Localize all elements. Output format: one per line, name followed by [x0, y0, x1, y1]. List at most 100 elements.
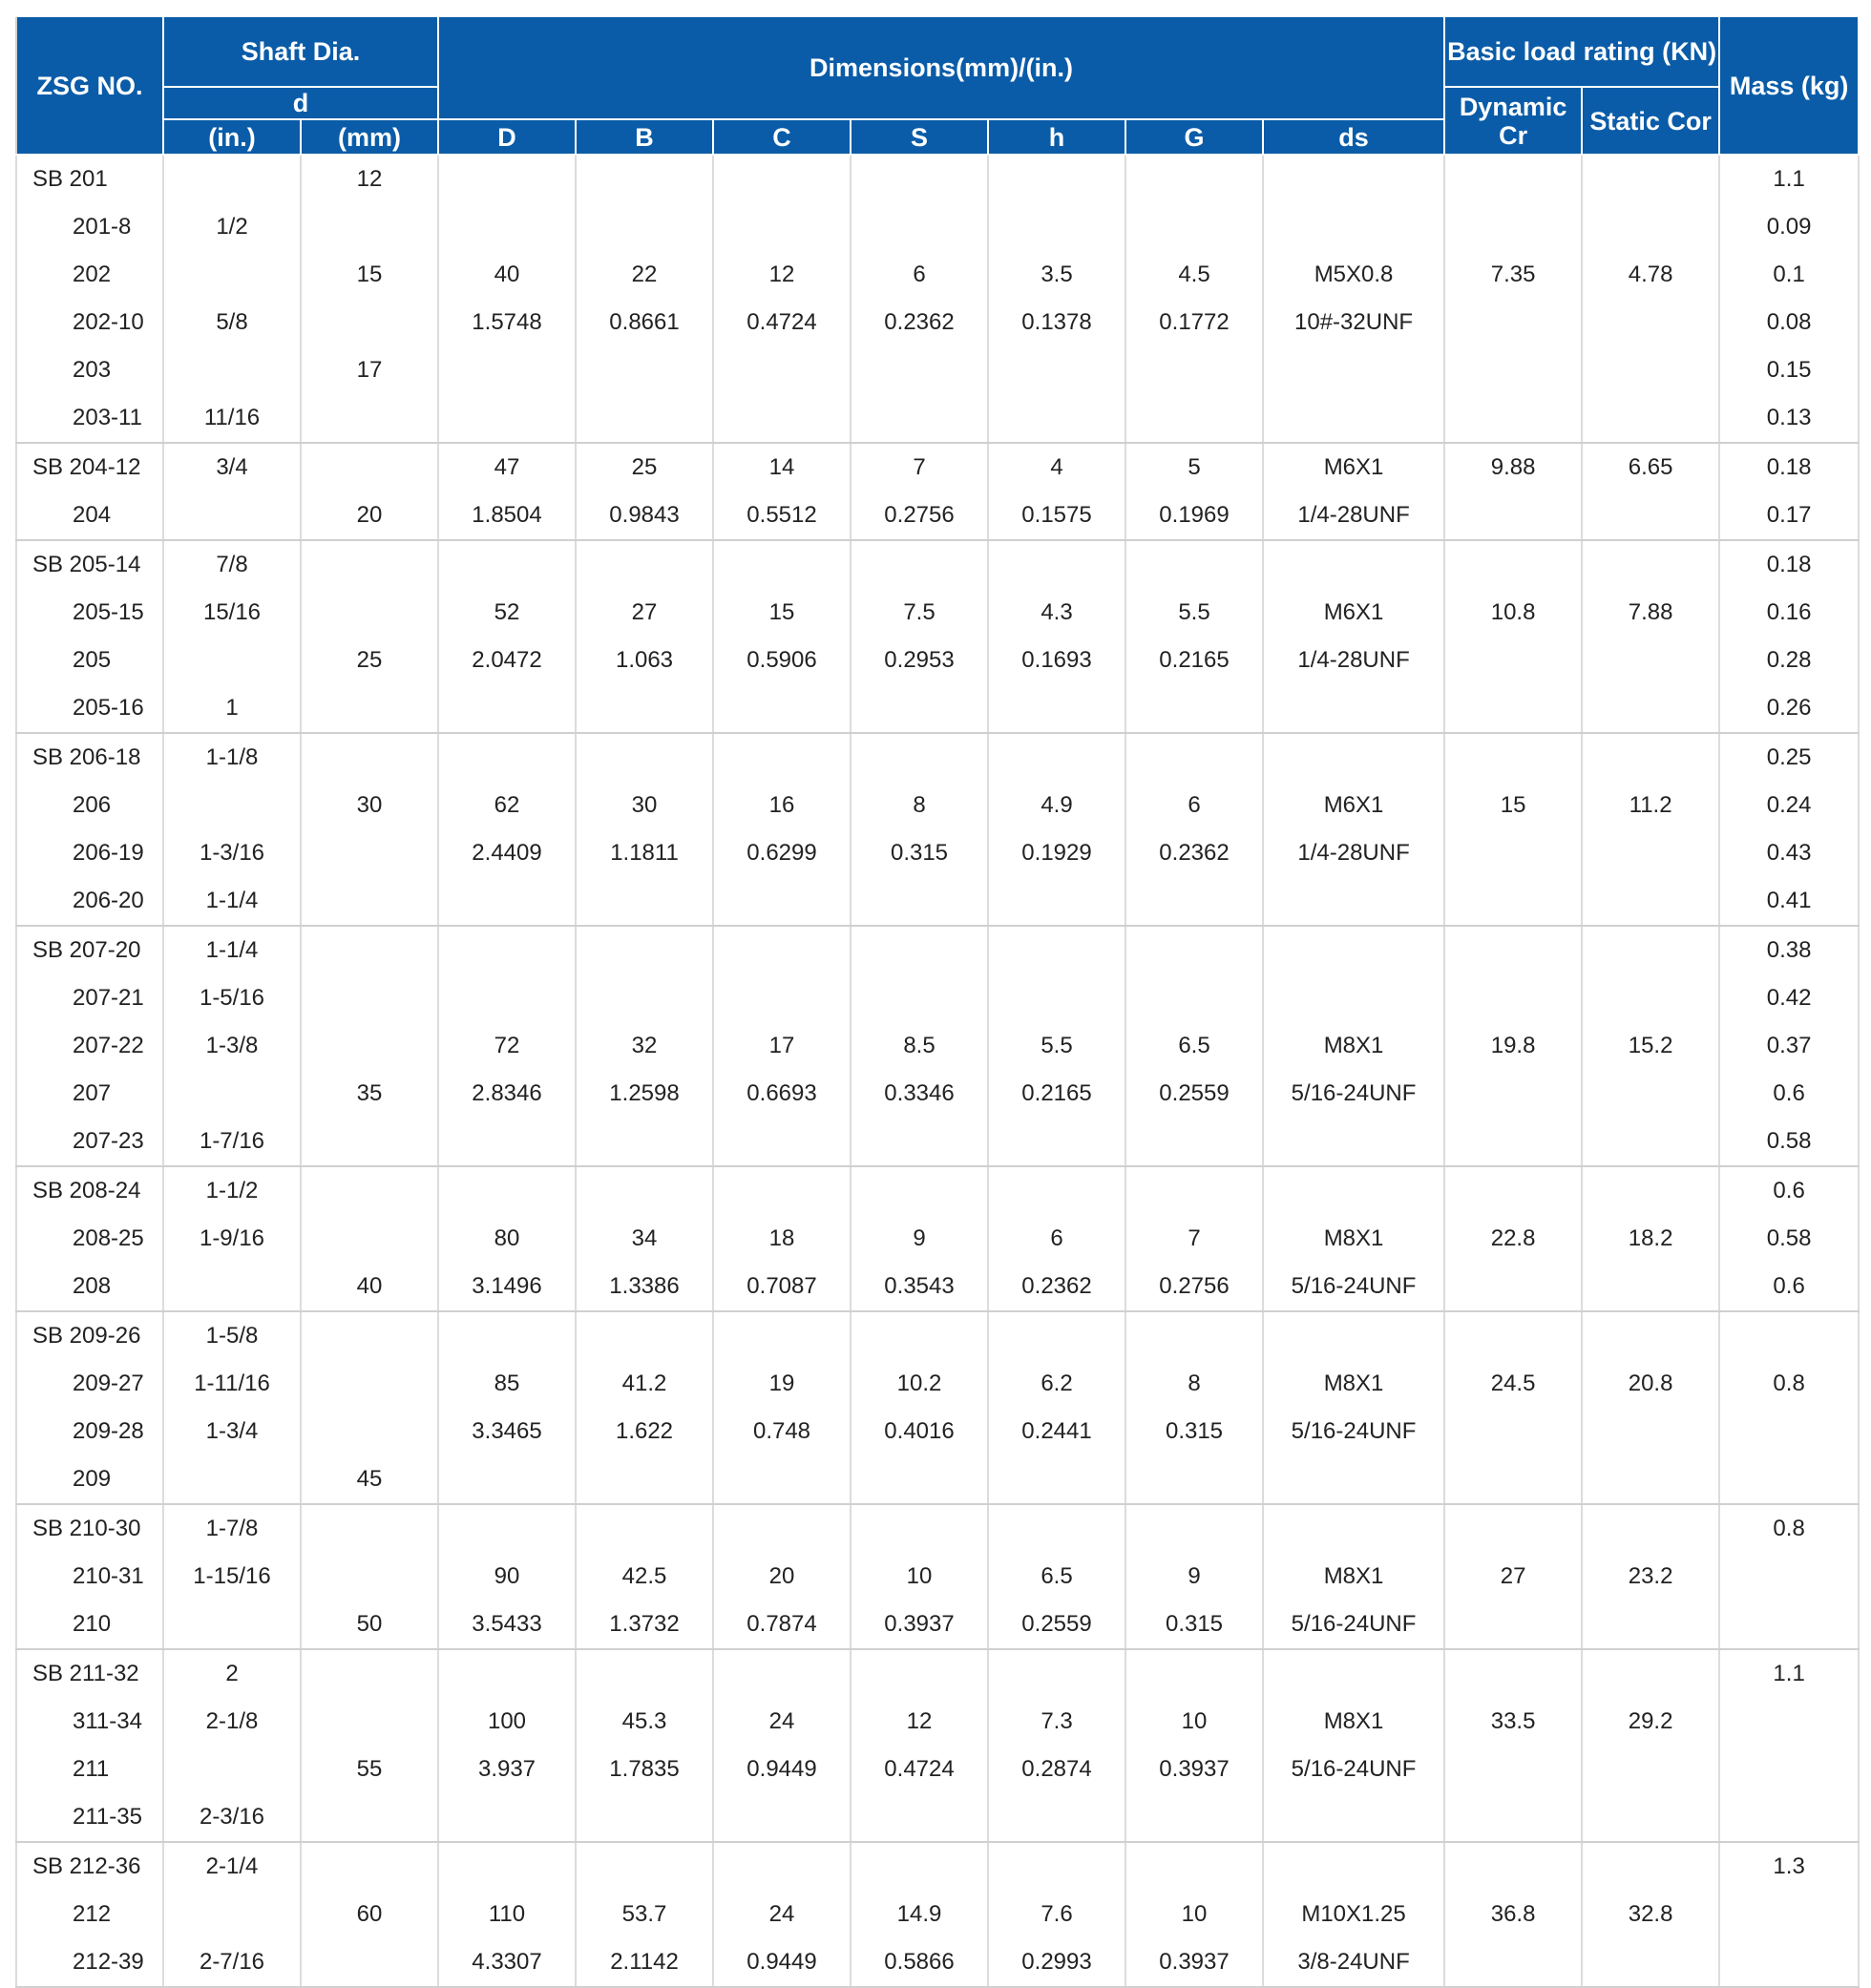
- cell-dim-C: [712, 1455, 851, 1505]
- cell-dim-B: 25: [575, 442, 714, 492]
- cell-mass: 0.8: [1718, 1503, 1860, 1553]
- cell-shaft-mm: [300, 1793, 439, 1843]
- table-row: SB 207-20 1-1/4 0.38: [15, 925, 1860, 974]
- cell-zsg-no: SB 206-18: [15, 732, 164, 782]
- cell-dim-B: [575, 154, 714, 203]
- cell-dim-G: 0.2756: [1125, 1263, 1264, 1312]
- cell-dim-ds: [1261, 1165, 1446, 1215]
- cell-dim-G: [1125, 1503, 1264, 1553]
- cell-dim-B: 30: [575, 782, 714, 829]
- cell-dim-D: [437, 1841, 577, 1891]
- cell-dim-D: [437, 1310, 577, 1360]
- cell-dim-C: 0.6299: [712, 829, 851, 877]
- cell-shaft-mm: [300, 539, 439, 589]
- cell-shaft-mm: [300, 394, 439, 444]
- cell-static-cor: [1581, 1601, 1721, 1650]
- cell-dim-G: [1125, 539, 1264, 589]
- cell-shaft-in: [162, 492, 302, 541]
- table-row: SB 201 12 1.1: [15, 154, 1860, 203]
- cell-dim-D: 1.5748: [437, 299, 577, 346]
- table-row: 208-25 1-9/16 80 34 18 9 6 7 M8X1 22.8 18.2 0.58: [15, 1215, 1860, 1263]
- cell-dim-h: 4.3: [987, 589, 1126, 637]
- cell-shaft-mm: [300, 974, 439, 1022]
- cell-dim-B: [575, 203, 714, 251]
- cell-dim-B: 1.7835: [575, 1746, 714, 1793]
- table-row: 205-16 1 0.26: [15, 684, 1860, 734]
- cell-shaft-in: 1: [162, 684, 302, 734]
- cell-dim-h: [987, 1165, 1126, 1215]
- cell-dynamic-cr: 19.8: [1443, 1022, 1584, 1070]
- cell-dim-C: 0.5906: [712, 637, 851, 684]
- cell-dim-D: 40: [437, 251, 577, 299]
- cell-dim-C: [712, 877, 851, 927]
- cell-dim-G: 4.5: [1125, 251, 1264, 299]
- cell-dim-h: 0.2874: [987, 1746, 1126, 1793]
- cell-dim-C: [712, 203, 851, 251]
- cell-dynamic-cr: 27: [1443, 1553, 1584, 1601]
- cell-shaft-in: 1-1/8: [162, 732, 302, 782]
- cell-dim-h: 4: [987, 442, 1126, 492]
- cell-dim-C: [712, 346, 851, 394]
- cell-dim-G: [1125, 1310, 1264, 1360]
- cell-dim-S: 8: [850, 782, 989, 829]
- cell-dim-D: 80: [437, 1215, 577, 1263]
- cell-dynamic-cr: [1443, 684, 1584, 734]
- cell-mass: 0.13: [1718, 394, 1860, 444]
- cell-dim-ds: 3/8-24UNF: [1261, 1938, 1446, 1988]
- cell-dim-ds: M8X1: [1261, 1360, 1446, 1408]
- cell-dim-G: 8: [1125, 1360, 1264, 1408]
- cell-dim-S: 6: [850, 251, 989, 299]
- cell-dim-h: 0.1575: [987, 492, 1126, 541]
- cell-dim-G: 0.315: [1125, 1408, 1264, 1455]
- cell-dim-C: [712, 1793, 851, 1843]
- cell-dim-ds: M10X1.25: [1261, 1891, 1446, 1938]
- cell-dim-h: 0.2362: [987, 1263, 1126, 1312]
- cell-dim-h: 3.5: [987, 251, 1126, 299]
- cell-zsg-no: 210-31: [15, 1553, 164, 1601]
- cell-dim-h: [987, 1648, 1126, 1698]
- cell-dim-B: 27: [575, 589, 714, 637]
- cell-dim-S: [850, 684, 989, 734]
- cell-shaft-mm: [300, 589, 439, 637]
- cell-zsg-no: 204: [15, 492, 164, 541]
- cell-static-cor: [1581, 637, 1721, 684]
- cell-dim-C: [712, 539, 851, 589]
- cell-dim-ds: 5/16-24UNF: [1261, 1070, 1446, 1118]
- cell-dynamic-cr: 7.35: [1443, 251, 1584, 299]
- cell-dim-h: [987, 203, 1126, 251]
- cell-dim-h: 0.1693: [987, 637, 1126, 684]
- cell-zsg-no: SB 205-14: [15, 539, 164, 589]
- cell-zsg-no: 212-39: [15, 1938, 164, 1988]
- cell-shaft-mm: [300, 1553, 439, 1601]
- header-dim-ds: ds: [1261, 118, 1446, 156]
- table-row: 208 40 3.1496 1.3386 0.7087 0.3543 0.2362 0.275…: [15, 1263, 1860, 1312]
- cell-dim-ds: [1261, 394, 1446, 444]
- cell-dim-C: 12: [712, 251, 851, 299]
- cell-dim-G: 0.3937: [1125, 1938, 1264, 1988]
- cell-shaft-in: 1-3/4: [162, 1408, 302, 1455]
- cell-dim-B: 2.1142: [575, 1938, 714, 1988]
- cell-dim-h: 7.6: [987, 1891, 1126, 1938]
- cell-mass: 0.1: [1718, 251, 1860, 299]
- cell-zsg-no: 207-23: [15, 1118, 164, 1167]
- cell-zsg-no: 207-21: [15, 974, 164, 1022]
- cell-dynamic-cr: [1443, 637, 1584, 684]
- cell-mass: 0.17: [1718, 492, 1860, 541]
- cell-shaft-in: 1-1/4: [162, 877, 302, 927]
- cell-dim-D: 2.8346: [437, 1070, 577, 1118]
- cell-dim-S: [850, 1118, 989, 1167]
- cell-dim-D: 3.5433: [437, 1601, 577, 1650]
- cell-dim-D: [437, 1165, 577, 1215]
- cell-dim-S: 0.315: [850, 829, 989, 877]
- cell-dim-B: 53.7: [575, 1891, 714, 1938]
- cell-dim-S: [850, 203, 989, 251]
- cell-dim-h: 0.2441: [987, 1408, 1126, 1455]
- table-row: 204 20 1.8504 0.9843 0.5512 0.2756 0.1575 0.196…: [15, 492, 1860, 541]
- cell-dim-h: 6.5: [987, 1553, 1126, 1601]
- cell-dim-D: [437, 1118, 577, 1167]
- cell-dim-D: 4.3307: [437, 1938, 577, 1988]
- cell-shaft-mm: [300, 684, 439, 734]
- cell-dim-G: [1125, 1118, 1264, 1167]
- cell-mass: 1.1: [1718, 1648, 1860, 1698]
- cell-dim-B: [575, 1503, 714, 1553]
